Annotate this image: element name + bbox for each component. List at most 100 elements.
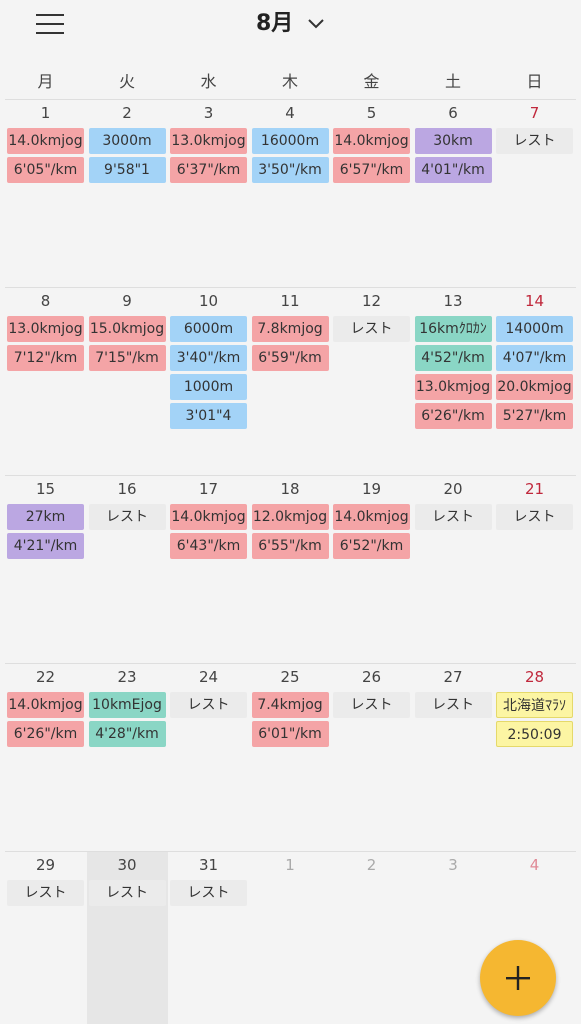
event-chip[interactable]: 6'05"/km (7, 157, 84, 183)
event-chip[interactable]: レスト (333, 316, 410, 342)
day-number: 30 (117, 856, 137, 874)
day-number: 20 (443, 480, 463, 498)
event-chip[interactable]: 6'52"/km (333, 533, 410, 559)
today-highlight (86, 852, 168, 1024)
event-chip[interactable]: 16kmｸﾛｶﾝ (414, 316, 492, 342)
day-number: 21 (524, 480, 545, 498)
event-chip[interactable]: レスト (496, 504, 573, 530)
day-number: 29 (35, 856, 56, 874)
day-number: 2 (366, 856, 377, 874)
event-chip[interactable]: 5'27"/km (496, 403, 573, 429)
menu-icon[interactable] (36, 12, 66, 36)
event-chip[interactable]: 14.0kmjog (170, 504, 247, 530)
event-chip[interactable]: 3000m (88, 128, 166, 154)
week-divider (5, 663, 576, 664)
event-chip[interactable]: 13.0kmjog (414, 374, 492, 400)
day-number: 2 (122, 104, 132, 122)
day-number: 5 (366, 104, 377, 122)
event-chip[interactable]: レスト (414, 504, 492, 530)
event-chip[interactable]: 6'57"/km (333, 157, 410, 183)
event-chip[interactable]: 15.0kmjog (88, 316, 166, 342)
add-button[interactable] (480, 940, 556, 1016)
day-number: 10 (198, 292, 219, 310)
event-chip[interactable]: 4'28"/km (88, 721, 166, 747)
day-number: 24 (198, 668, 219, 686)
month-selector[interactable]: 8月 (0, 6, 581, 42)
event-chip[interactable]: 4'52"/km (414, 345, 492, 371)
event-chip[interactable]: 13.0kmjog (7, 316, 84, 342)
day-number: 3 (448, 856, 458, 874)
event-chip[interactable]: 3'40"/km (170, 345, 247, 371)
plus-icon (506, 966, 530, 990)
weekday-label: 木 (281, 72, 298, 91)
day-number: 8 (40, 292, 51, 310)
weekday-label: 日 (526, 72, 543, 91)
event-chip[interactable]: レスト (7, 880, 84, 906)
event-chip[interactable]: 30km (414, 128, 492, 154)
event-chip[interactable]: 1000m (170, 374, 247, 400)
event-chip[interactable]: 20.0kmjog (496, 374, 573, 400)
day-number: 15 (35, 480, 56, 498)
day-number: 12 (361, 292, 382, 310)
event-chip[interactable]: 4'01"/km (414, 157, 492, 183)
event-chip[interactable]: 2:50:09 (496, 721, 573, 747)
day-number: 3 (203, 104, 214, 122)
day-number: 31 (198, 856, 219, 874)
event-chip[interactable]: 6000m (170, 316, 247, 342)
event-chip[interactable]: 14000m (496, 316, 573, 342)
event-chip[interactable]: レスト (414, 692, 492, 718)
event-chip[interactable]: 7.4kmjog (251, 692, 329, 718)
weekday-label: 金 (363, 72, 380, 91)
event-chip[interactable]: 4'21"/km (7, 533, 84, 559)
event-chip[interactable]: 4'07"/km (496, 345, 573, 371)
day-number: 9 (122, 292, 132, 310)
event-chip[interactable]: 14.0kmjog (7, 128, 84, 154)
event-chip[interactable]: レスト (88, 880, 166, 906)
event-chip[interactable]: 6'26"/km (7, 721, 84, 747)
month-title: 8月 (256, 11, 294, 36)
weekday-label: 月 (37, 72, 54, 91)
day-number: 7 (529, 104, 540, 122)
event-chip[interactable]: 12.0kmjog (251, 504, 329, 530)
day-number: 11 (280, 292, 300, 310)
event-chip[interactable]: 6'59"/km (251, 345, 329, 371)
event-chip[interactable]: 7'15"/km (88, 345, 166, 371)
day-number: 22 (35, 668, 56, 686)
event-chip[interactable]: 27km (7, 504, 84, 530)
event-chip[interactable]: レスト (170, 880, 247, 906)
event-chip[interactable]: 7'12"/km (7, 345, 84, 371)
event-chip[interactable]: レスト (333, 692, 410, 718)
event-chip[interactable]: 16000m (251, 128, 329, 154)
day-number: 14 (524, 292, 545, 310)
day-number: 1 (285, 856, 295, 874)
week-divider (5, 475, 576, 476)
event-chip[interactable]: 6'55"/km (251, 533, 329, 559)
event-chip[interactable]: 6'43"/km (170, 533, 247, 559)
event-chip[interactable]: 14.0kmjog (333, 504, 410, 530)
event-chip[interactable]: 6'26"/km (414, 403, 492, 429)
day-number: 4 (285, 104, 295, 122)
day-number: 23 (117, 668, 137, 686)
event-chip[interactable]: 7.8kmjog (251, 316, 329, 342)
event-chip[interactable]: 13.0kmjog (170, 128, 247, 154)
day-number: 4 (529, 856, 540, 874)
event-chip[interactable]: 9'58"1 (88, 157, 166, 183)
event-chip[interactable]: 3'01"4 (170, 403, 247, 429)
weekday-label: 水 (200, 72, 217, 91)
event-chip[interactable]: 6'01"/km (251, 721, 329, 747)
weekday-label: 土 (444, 72, 461, 91)
day-number: 6 (448, 104, 458, 122)
event-chip[interactable]: レスト (170, 692, 247, 718)
day-number: 19 (361, 480, 382, 498)
day-number: 25 (280, 668, 300, 686)
event-chip[interactable]: 6'37"/km (170, 157, 247, 183)
event-chip[interactable]: 14.0kmjog (7, 692, 84, 718)
event-chip[interactable]: レスト (88, 504, 166, 530)
event-chip[interactable]: 10kmEjog (88, 692, 166, 718)
event-chip[interactable]: 3'50"/km (251, 157, 329, 183)
day-number: 18 (280, 480, 300, 498)
event-chip[interactable]: レスト (496, 128, 573, 154)
event-chip[interactable]: 14.0kmjog (333, 128, 410, 154)
day-number: 27 (443, 668, 463, 686)
event-chip[interactable]: 北海道ﾏﾗｿ (496, 692, 573, 718)
